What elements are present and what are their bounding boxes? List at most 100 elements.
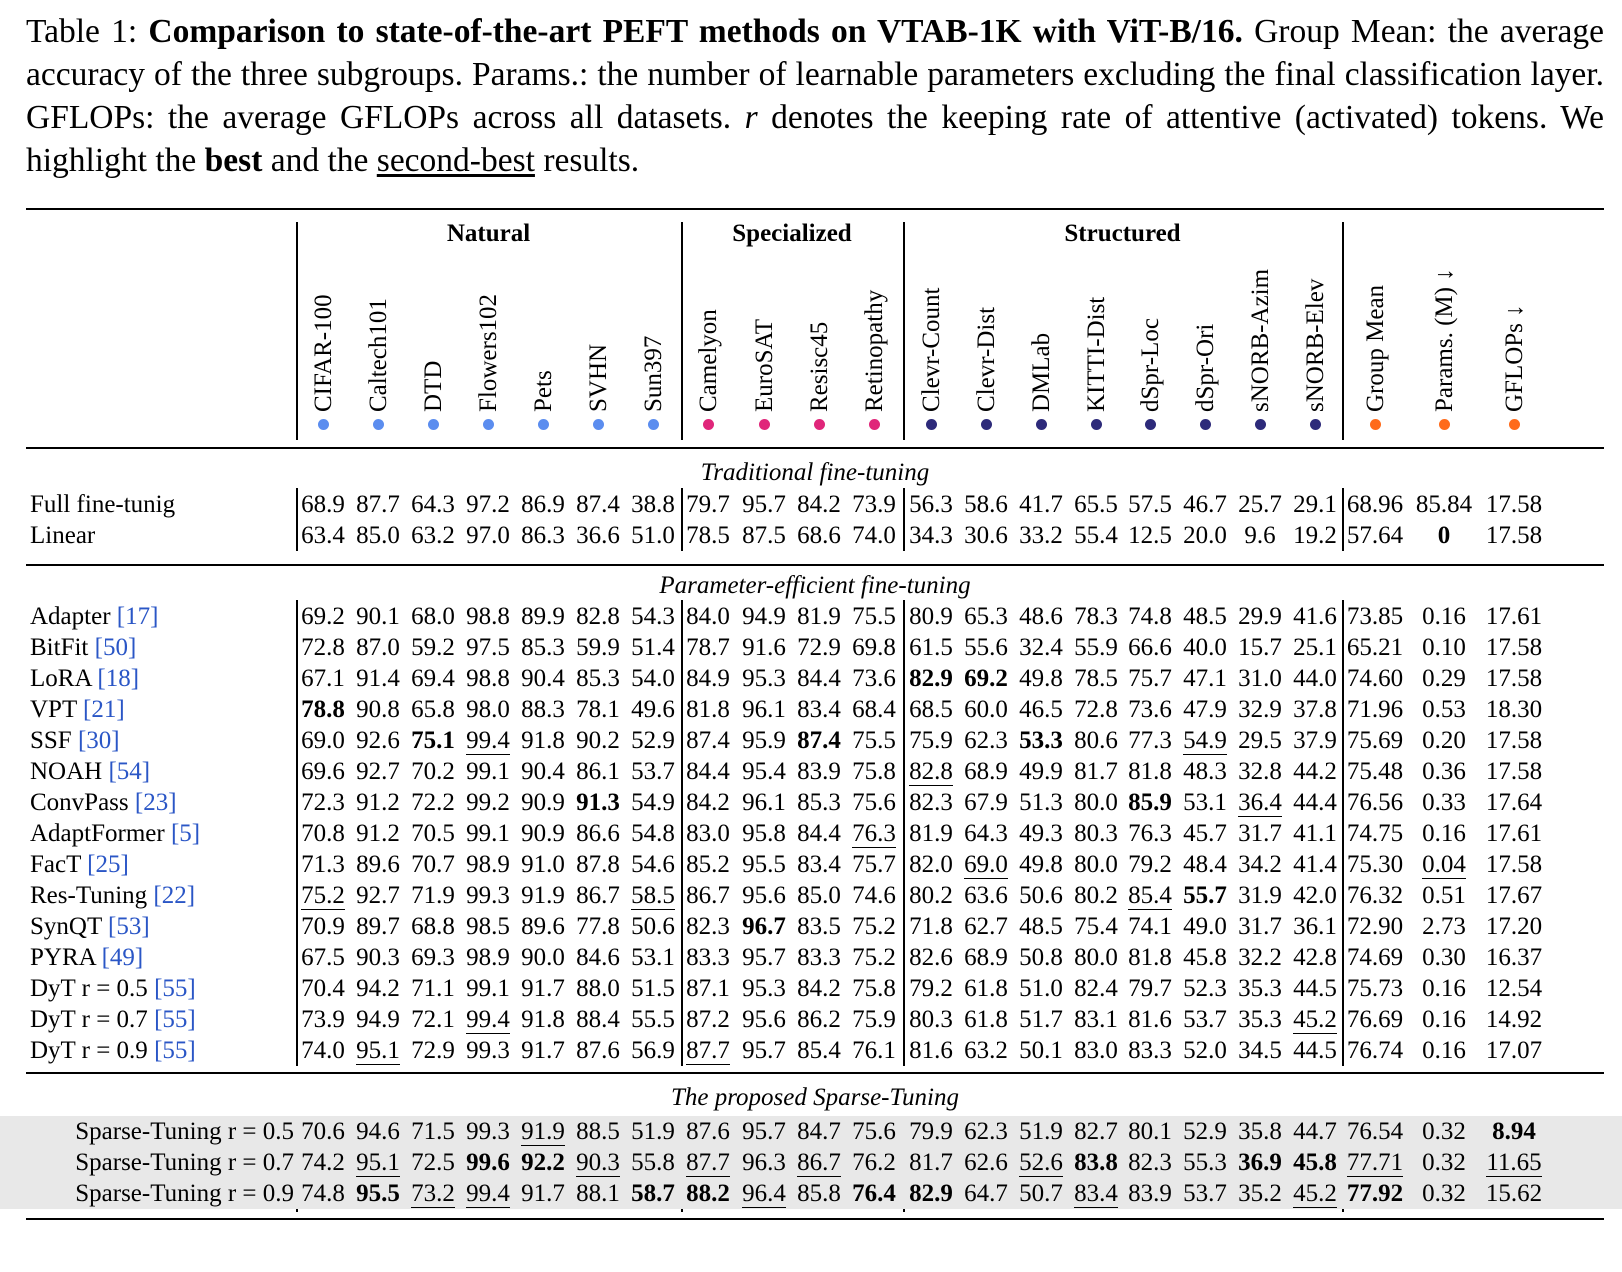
column-dot [317, 419, 329, 430]
citation-link[interactable]: [17] [116, 603, 159, 630]
citation-link[interactable]: [18] [97, 665, 140, 692]
table-row: SSF [30] 69.0 92.6 75.1 99.4 91.8 90.2 52.9 87.4… [0, 725, 1622, 756]
table-cell: 17.64 [1485, 789, 1543, 816]
table-cell: 99.3 [466, 882, 510, 909]
table-cell: 50.8 [1019, 944, 1063, 971]
method-name: Res-Tuning [22] [30, 880, 294, 911]
column-header: Flowers102 [475, 293, 502, 412]
table-cell: 55.6 [964, 634, 1008, 661]
table-cell: 17.58 [1485, 665, 1543, 692]
table-cell: 85.8 [797, 1180, 841, 1207]
citation-link[interactable]: [49] [101, 944, 144, 971]
group-header-structured: Structured [1064, 220, 1181, 247]
citation-link[interactable]: [53] [108, 913, 150, 940]
table-cell: 95.1 [356, 1037, 400, 1065]
section-title: Parameter-efficient fine-tuning [659, 572, 971, 599]
table-cell: 85.4 [797, 1037, 841, 1064]
table-cell: 65.21 [1346, 634, 1404, 661]
citation-link[interactable]: [54] [108, 758, 151, 785]
citation-link[interactable]: [5] [170, 820, 201, 847]
table-cell: 51.5 [631, 975, 675, 1002]
table-cell: 74.0 [852, 522, 896, 549]
table-cell: 55.4 [1074, 522, 1118, 549]
citation-link[interactable]: [25] [87, 851, 129, 878]
table-cell: 75.2 [852, 913, 896, 940]
citation-link[interactable]: [23] [134, 789, 177, 816]
table-cell: 59.9 [576, 634, 620, 661]
table-cell: 0.32 [1422, 1118, 1466, 1145]
table-cell: 82.7 [1074, 1118, 1118, 1145]
citation-link[interactable]: [50] [94, 634, 137, 661]
table-cell: 90.8 [356, 696, 400, 723]
citation-link[interactable]: [55] [154, 975, 196, 1002]
caption-label: Table 1: [26, 13, 149, 50]
method-name: FacT [25] [30, 849, 294, 880]
table-cell: 76.3 [852, 820, 896, 848]
table-cell: 32.2 [1238, 944, 1282, 971]
table-cell: 18.30 [1485, 696, 1543, 723]
table-cell: 75.5 [852, 727, 896, 754]
table-cell: 99.4 [466, 727, 510, 755]
table-cell: 17.58 [1485, 522, 1543, 549]
table-cell: 0.32 [1422, 1180, 1466, 1207]
method-name: Sparse-Tuning r = 0.7 [30, 1147, 294, 1178]
table-cell: 82.4 [1074, 975, 1118, 1002]
table-cell: 51.3 [1019, 789, 1063, 816]
table-cell: 75.6 [852, 789, 896, 816]
column-dot [592, 419, 604, 430]
table-cell: 42.8 [1293, 944, 1337, 971]
table-cell: 87.6 [576, 1037, 620, 1064]
table-cell: 49.0 [1183, 913, 1227, 940]
table-cell: 59.2 [411, 634, 455, 661]
table-cell: 38.8 [631, 491, 675, 518]
table-row: SynQT [53] 70.9 89.7 68.8 98.5 89.6 77.8 50.6 82… [0, 911, 1622, 942]
table-cell: 41.4 [1293, 851, 1337, 878]
table-cell: 72.5 [411, 1149, 455, 1176]
table-row: ConvPass [23] 72.3 91.2 72.2 99.2 90.9 91.3 54.… [0, 787, 1622, 818]
citation-link[interactable]: [30] [77, 727, 120, 754]
caption-text-4: results. [534, 142, 640, 179]
table-cell: 53.1 [631, 944, 675, 971]
citation-link[interactable]: [55] [154, 1006, 196, 1033]
table-cell: 55.3 [1183, 1149, 1227, 1176]
table-row: Sparse-Tuning r = 0.9 74.8 95.5 73.2 99.4 91.… [0, 1178, 1622, 1209]
citation-link[interactable]: [55] [154, 1037, 196, 1064]
table-cell: 44.4 [1293, 789, 1337, 816]
citation-link[interactable]: [22] [153, 882, 196, 909]
table-cell: 75.73 [1346, 975, 1404, 1002]
table-cell: 71.3 [301, 851, 345, 878]
column-dot [1369, 419, 1381, 430]
table-cell: 95.6 [742, 882, 786, 909]
table-cell: 85.3 [521, 634, 565, 661]
method-name: LoRA [18] [30, 663, 294, 694]
column-dot [1508, 419, 1520, 430]
table-cell: 80.6 [1074, 727, 1118, 754]
table-cell: 80.3 [1074, 820, 1118, 847]
table-cell: 0.51 [1422, 882, 1466, 909]
table-cell: 46.5 [1019, 696, 1063, 723]
table-cell: 83.4 [797, 851, 841, 878]
table-row: AdaptFormer [5] 70.8 91.2 70.5 99.1 90.9 86.6 5… [0, 818, 1622, 849]
table-cell: 80.0 [1074, 851, 1118, 878]
table-cell: 50.1 [1019, 1037, 1063, 1064]
caption-text-2: denotes the keeping rate of attentive (a… [26, 99, 1604, 179]
table-cell: 83.1 [1074, 1006, 1118, 1033]
table-cell: 51.4 [631, 634, 675, 661]
table-cell: 96.4 [742, 1180, 786, 1208]
table-cell: 87.6 [686, 1118, 730, 1145]
citation-link[interactable]: [21] [83, 696, 125, 723]
table-cell: 35.3 [1238, 975, 1282, 1002]
table-cell: 95.1 [356, 1149, 400, 1177]
method-label: FacT [30, 851, 88, 878]
table-cell: 69.2 [964, 665, 1008, 692]
column-separator [296, 600, 298, 1066]
table-cell: 0.04 [1422, 851, 1466, 879]
table-cell: 82.0 [909, 851, 953, 878]
table-cell: 82.6 [909, 944, 953, 971]
table-cell: 50.7 [1019, 1180, 1063, 1207]
table-cell: 51.7 [1019, 1006, 1063, 1033]
table-cell: 51.0 [1019, 975, 1063, 1002]
table-cell: 89.6 [356, 851, 400, 878]
table-cell: 87.4 [686, 727, 730, 754]
table-cell: 37.8 [1293, 696, 1337, 723]
